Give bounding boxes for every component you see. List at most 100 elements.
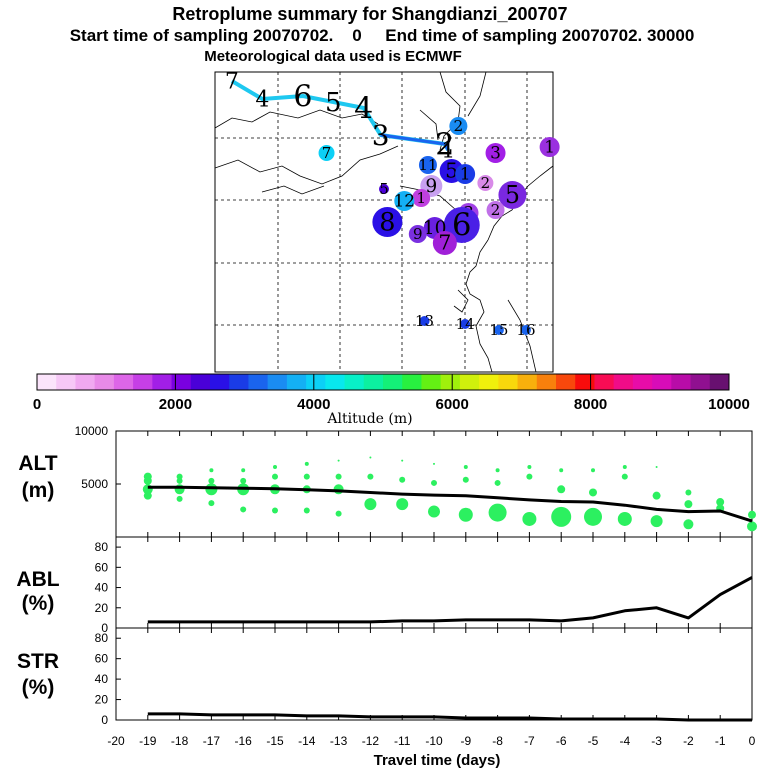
cluster-marker: [498, 181, 527, 209]
plume-dot: [589, 488, 597, 497]
x-tick-label: -2: [683, 734, 694, 748]
x-tick-label: -15: [266, 734, 284, 748]
plume-dot: [522, 511, 537, 526]
x-tick-label: -6: [556, 734, 567, 748]
colorbar-cell: [402, 374, 422, 390]
met-data-subtitle: Meteorological data used is ECMWF: [204, 48, 462, 65]
cluster-marker: [493, 325, 504, 335]
y-tick-label: 10000: [75, 424, 109, 438]
plume-dot: [272, 473, 278, 480]
cluster-label: 2: [453, 117, 463, 135]
colorbar-cell: [37, 374, 57, 390]
plume-dot: [462, 476, 469, 483]
colorbar-cell: [421, 374, 442, 390]
plume-dot: [240, 477, 247, 484]
x-tick-label: -9: [460, 734, 471, 748]
series-line-abl: [147, 576, 753, 624]
plume-dot: [208, 500, 215, 507]
panel-unit: (%): [22, 592, 55, 615]
plume-dot: [526, 473, 533, 480]
y-tick-label: 60: [95, 652, 109, 666]
x-tick-label: -13: [330, 734, 348, 748]
colorbar-cell: [229, 374, 249, 390]
cluster-marker: [394, 191, 415, 211]
cluster-label: 5: [445, 159, 458, 183]
panel-label: STR: [17, 650, 59, 673]
cluster-label: 11: [418, 156, 437, 174]
plume-dot: [208, 477, 215, 484]
cluster-marker: [460, 319, 471, 329]
cluster-label: 14: [456, 315, 475, 333]
colorbar-cell: [152, 374, 173, 390]
colorbar-cell: [575, 374, 595, 390]
y-tick-label: 0: [101, 713, 108, 727]
plume-dot: [369, 456, 372, 459]
colorbar-cell: [556, 374, 576, 390]
colorbar-cell: [479, 374, 499, 390]
x-tick-label: -11: [394, 734, 411, 748]
plume-dot: [303, 507, 310, 514]
plume-dot: [335, 473, 342, 480]
x-tick-label: -18: [171, 734, 189, 748]
plume-dot: [622, 465, 627, 470]
cluster-marker: [412, 189, 431, 207]
trajectory-layer: 74 6 5 43 21: [225, 70, 455, 164]
trajectory-day-label: 3: [372, 119, 390, 152]
plume-dot: [458, 507, 473, 522]
panel-label: ALT: [18, 452, 57, 475]
colorbar-tick-label: 6000: [436, 396, 469, 413]
colorbar-cell: [632, 374, 653, 390]
colorbar-cell: [652, 374, 672, 390]
colorbar-cell: [133, 374, 153, 390]
plume-dot: [143, 491, 152, 500]
colorbar-label: Altitude (m): [326, 411, 412, 427]
plume-dot: [650, 515, 663, 528]
colorbar-cell: [517, 374, 538, 390]
sampling-time-subtitle: Start time of sampling 20070702. 0 End t…: [70, 26, 695, 45]
plume-dot: [273, 465, 277, 470]
colorbar-cell: [709, 374, 730, 390]
colorbar-cell: [75, 374, 96, 390]
trajectory-day-label: 2: [435, 128, 454, 163]
plume-dot: [684, 500, 693, 509]
panel-unit: (m): [22, 479, 55, 502]
cluster-label: 15: [489, 321, 508, 339]
y-tick-label: 5000: [81, 477, 108, 491]
x-tick-label: -20: [107, 734, 125, 748]
cluster-label: 1: [460, 165, 471, 185]
plume-dot: [747, 521, 757, 532]
y-tick-label: 40: [95, 581, 109, 595]
cluster-label: 6: [452, 208, 471, 243]
plume-dot: [272, 507, 278, 514]
plume-dot: [428, 505, 440, 518]
cluster-label: 2: [481, 174, 491, 192]
y-tick-label: 80: [95, 540, 109, 554]
plume-dot: [551, 506, 572, 527]
plume-dot: [748, 510, 756, 519]
colorbar-cell: [498, 374, 519, 390]
cluster-label: 16: [516, 321, 535, 339]
x-tick-label: -19: [139, 734, 157, 748]
plume-dot: [176, 473, 183, 480]
colorbar-cell: [344, 374, 365, 390]
plume-dot: [527, 465, 532, 470]
colorbar-cell: [325, 374, 346, 390]
plume-dot: [685, 489, 692, 496]
cluster-label: 12: [393, 192, 415, 212]
cluster-label: 2: [491, 201, 501, 219]
trajectory-line-end: [380, 133, 450, 151]
colorbar-cell: [536, 374, 557, 390]
plume-dot: [205, 483, 218, 496]
plume-dot: [431, 479, 437, 486]
x-tick-label: -10: [425, 734, 443, 748]
colorbar-cell: [383, 374, 403, 390]
trajectory-day-label: 5: [325, 88, 342, 118]
x-tick-label: -4: [619, 734, 630, 748]
plume-dot: [176, 477, 183, 484]
colorbar-cell: [286, 374, 307, 390]
y-tick-label: 80: [95, 631, 109, 645]
x-tick-label: -8: [492, 734, 503, 748]
cluster-layer: 1237115129551122386109713141516: [318, 117, 560, 339]
